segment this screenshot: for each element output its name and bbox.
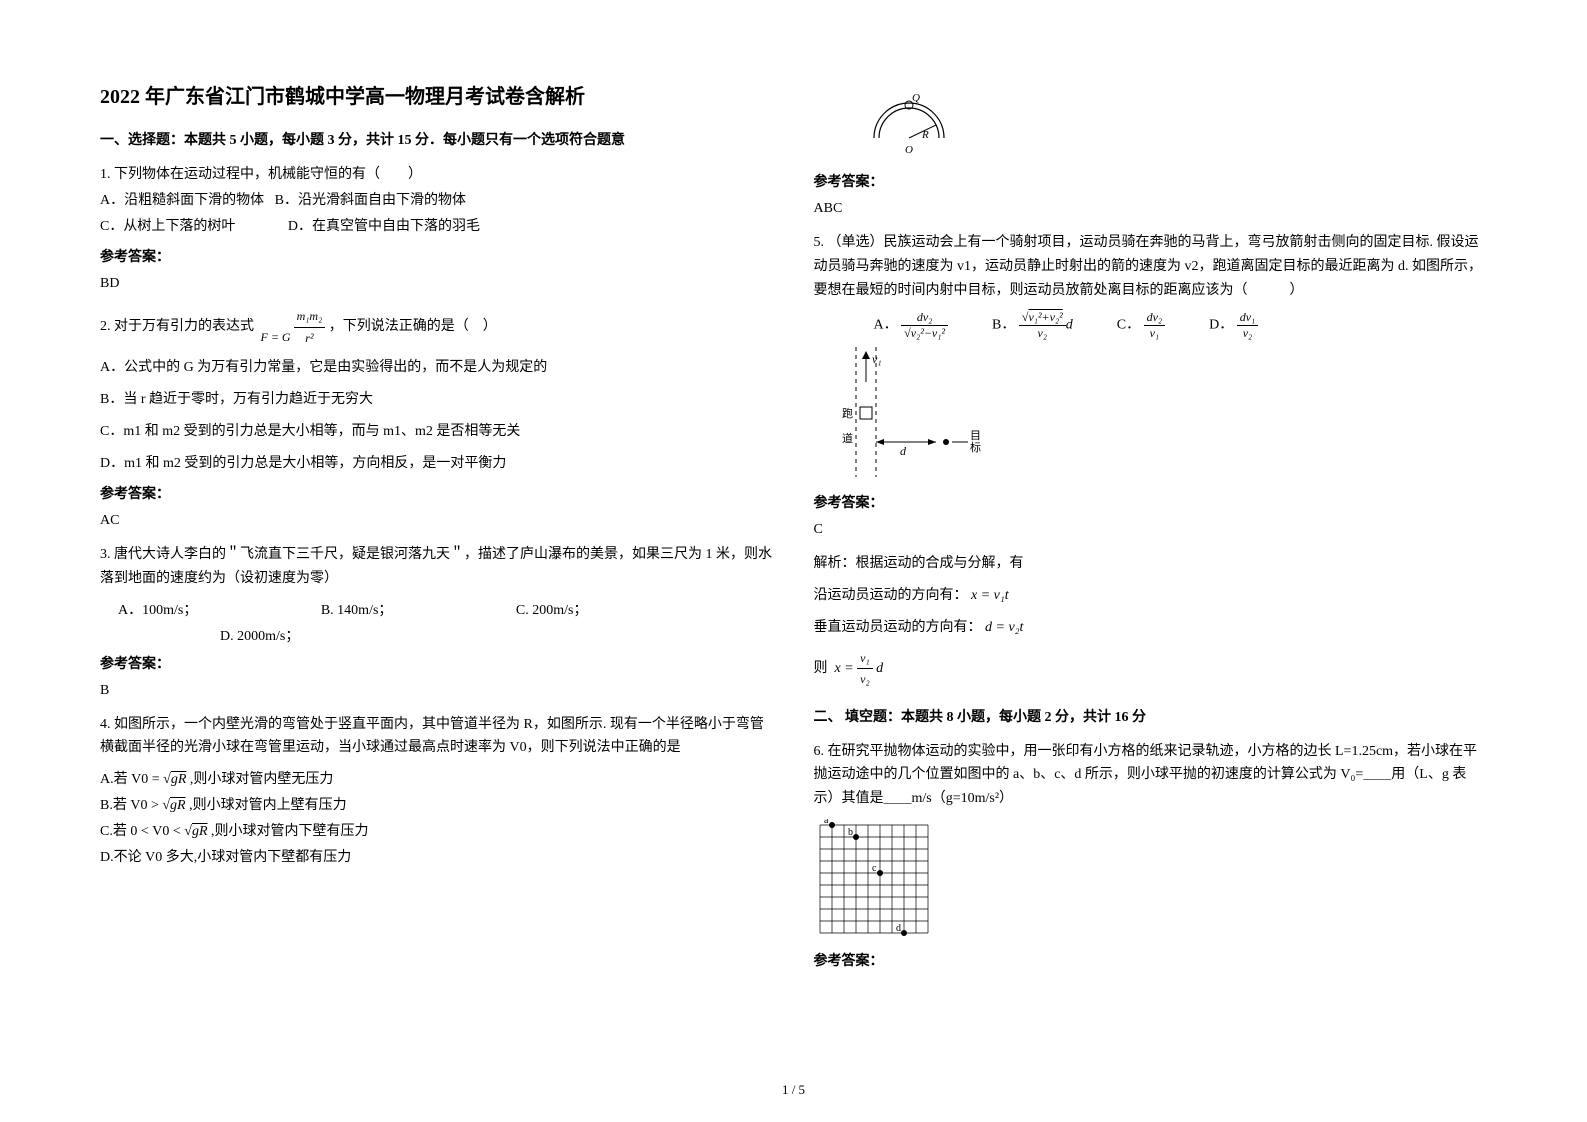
arc-Q-label: Q xyxy=(912,92,920,104)
q1-answer: BD xyxy=(100,276,774,292)
grid-b: b xyxy=(848,827,853,838)
q4-optD: D.不论 V0 多大,小球对管内下壁都有压力 xyxy=(100,846,774,870)
q5-options: A． dv₂√v₂²−v₁² B． √v₁²+v₂²v₂d C． dv₂v₁ D… xyxy=(874,310,1488,341)
rider-target-label1: 目 xyxy=(970,430,981,442)
q2-answer: AC xyxy=(100,513,774,529)
question-4: 4. 如图所示，一个内壁光滑的弯管处于竖直平面内，其中管道半径为 R，如图所示.… xyxy=(100,713,774,761)
q1-options-line1: A．沿粗糙斜面下滑的物体 B．沿光滑斜面自由下滑的物体 xyxy=(100,189,774,213)
q3-optA: A．100m/s； xyxy=(118,599,197,623)
question-5: 5. （单选）民族运动会上有一个骑射项目，运动员骑在奔驰的马背上，弯弓放箭射击侧… xyxy=(814,231,1488,302)
sqrt-gR-3: √gR xyxy=(184,824,207,839)
rider-svg: v₁ 跑 道 d 目 标 xyxy=(834,347,1004,477)
grid-c: c xyxy=(872,863,877,874)
question-3: 3. 唐代大诗人李白的＂飞流直下三千尺，疑是银河落九天＂，描述了庐山瀑布的美景，… xyxy=(100,543,774,591)
q4-optA-post: ,则小球对管内壁无压力 xyxy=(190,772,334,787)
q5-explain4: 则 x = v₁v₂ d xyxy=(814,648,1488,690)
q1-optA: A．沿粗糙斜面下滑的物体 xyxy=(100,193,264,208)
q1-options-line2: C．从树上下落的树叶 D．在真空管中自由下落的羽毛 xyxy=(100,215,774,239)
q3-answer: B xyxy=(100,683,774,699)
q2-text-post: ，下列说法正确的是（ ） xyxy=(329,320,497,335)
q1-optB: B．沿光滑斜面自由下滑的物体 xyxy=(275,193,466,208)
q4-answer: ABC xyxy=(814,201,1488,217)
q5-explain1: 解析：根据运动的合成与分解，有 xyxy=(814,552,1488,576)
formula-gravity: F = Gm₁m₂r² xyxy=(258,320,329,335)
page-number: 1 / 5 xyxy=(782,1082,805,1098)
q3-optD: D. 2000m/s； xyxy=(220,629,299,644)
q4-optA: A.若 V0 = √gR ,则小球对管内壁无压力 xyxy=(100,768,774,792)
question-6: 6. 在研究平抛物体运动的实验中，用一张印有小方格的纸来记录轨迹，小方格的边长 … xyxy=(814,740,1488,811)
grid-svg: a b c d xyxy=(814,819,934,939)
q3-optB: B. 140m/s； xyxy=(321,599,393,623)
answer-label-1: 参考答案： xyxy=(100,246,774,266)
sqrt-gR-2: √gR xyxy=(162,798,185,813)
q1-text: 1. 下列物体在运动过程中，机械能守恒的有（ ） xyxy=(100,163,774,187)
rider-d-label: d xyxy=(900,444,907,458)
q4-optB-pre: B.若 V0 > xyxy=(100,798,159,813)
right-column: R Q O 参考答案： ABC 5. （单选）民族运动会上有一个骑射项目，运动员… xyxy=(814,80,1488,980)
rider-diagram: v₁ 跑 道 d 目 标 xyxy=(834,347,1488,482)
section1-heading: 一、选择题：本题共 5 小题，每小题 3 分，共计 15 分．每小题只有一个选项… xyxy=(100,129,774,149)
q3-optC: C. 200m/s； xyxy=(516,599,588,623)
arc-R-label: R xyxy=(921,129,929,141)
rider-v1-label: v₁ xyxy=(872,352,882,366)
question-1: 1. 下列物体在运动过程中，机械能守恒的有（ ） A．沿粗糙斜面下滑的物体 B．… xyxy=(100,163,774,238)
q5-optD: D． dv₁v₂ xyxy=(1209,310,1258,341)
left-column: 2022 年广东省江门市鹤城中学高一物理月考试卷含解析 一、选择题：本题共 5 … xyxy=(100,80,774,980)
grid-a: a xyxy=(824,819,829,826)
answer-label-6: 参考答案： xyxy=(814,950,1488,970)
formula-x-eq: x = v₁v₂ d xyxy=(835,661,884,676)
q2-optC: C．m1 和 m2 受到的引力总是大小相等，而与 m1、m2 是否相等无关 xyxy=(100,420,774,444)
q5-optB: B． √v₁²+v₂²v₂d xyxy=(992,310,1073,341)
answer-label-3: 参考答案： xyxy=(100,653,774,673)
section2-heading: 二、 填空题：本题共 8 小题，每小题 2 分，共计 16 分 xyxy=(814,706,1488,726)
page-title: 2022 年广东省江门市鹤城中学高一物理月考试卷含解析 xyxy=(100,80,774,109)
q4-optB: B.若 V0 > √gR ,则小球对管内上壁有压力 xyxy=(100,794,774,818)
arc-diagram: R Q O xyxy=(854,80,1488,165)
q3-options-line1: A．100m/s； B. 140m/s； C. 200m/s； xyxy=(118,599,774,623)
q5-optA: A． dv₂√v₂²−v₁² xyxy=(874,310,949,341)
q4-optC: C.若 0 < V0 < √gR ,则小球对管内下壁有压力 xyxy=(100,820,774,844)
grid-diagram: a b c d xyxy=(814,819,1488,944)
q4-optC-post: ,则小球对管内下壁有压力 xyxy=(211,824,369,839)
sqrt-gR-1: √gR xyxy=(163,772,186,787)
answer-label-5: 参考答案： xyxy=(814,492,1488,512)
formula-x-v1t: x = v₁t xyxy=(971,588,1009,603)
q5-explain3: 垂直运动员运动的方向有： d = v₂t xyxy=(814,616,1488,640)
answer-label-4: 参考答案： xyxy=(814,171,1488,191)
q1-optC: C．从树上下落的树叶 xyxy=(100,219,235,234)
grid-d: d xyxy=(896,923,901,934)
q2-text-pre: 2. 对于万有引力的表达式 xyxy=(100,320,254,335)
arc-svg: R Q O xyxy=(854,80,964,160)
q4-optA-pre: A.若 V0 = xyxy=(100,772,160,787)
formula-d-v2t: d = v₂t xyxy=(985,620,1023,635)
q1-optD: D．在真空管中自由下落的羽毛 xyxy=(288,219,480,234)
q2-optB: B．当 r 趋近于零时，万有引力趋近于无穷大 xyxy=(100,388,774,412)
arc-O-label: O xyxy=(905,144,913,156)
q5-optC: C． dv₂v₁ xyxy=(1117,310,1165,341)
q5-answer: C xyxy=(814,522,1488,538)
question-2: 2. 对于万有引力的表达式 F = Gm₁m₂r² ，下列说法正确的是（ ） xyxy=(100,306,774,348)
q2-optD: D．m1 和 m2 受到的引力总是大小相等，方向相反，是一对平衡力 xyxy=(100,452,774,476)
q5-explain2: 沿运动员运动的方向有： x = v₁t xyxy=(814,584,1488,608)
q3-options-line2: D. 2000m/s； xyxy=(220,625,774,649)
rider-target-label2: 标 xyxy=(970,440,981,454)
q4-optB-post: ,则小球对管内上壁有压力 xyxy=(189,798,347,813)
rider-lane-label: 跑 xyxy=(842,406,853,420)
q4-optC-pre: C.若 0 < V0 < xyxy=(100,824,181,839)
q2-optA: A．公式中的 G 为万有引力常量，它是由实验得出的，而不是人为规定的 xyxy=(100,356,774,380)
rider-lane-label2: 道 xyxy=(842,431,853,445)
answer-label-2: 参考答案： xyxy=(100,483,774,503)
